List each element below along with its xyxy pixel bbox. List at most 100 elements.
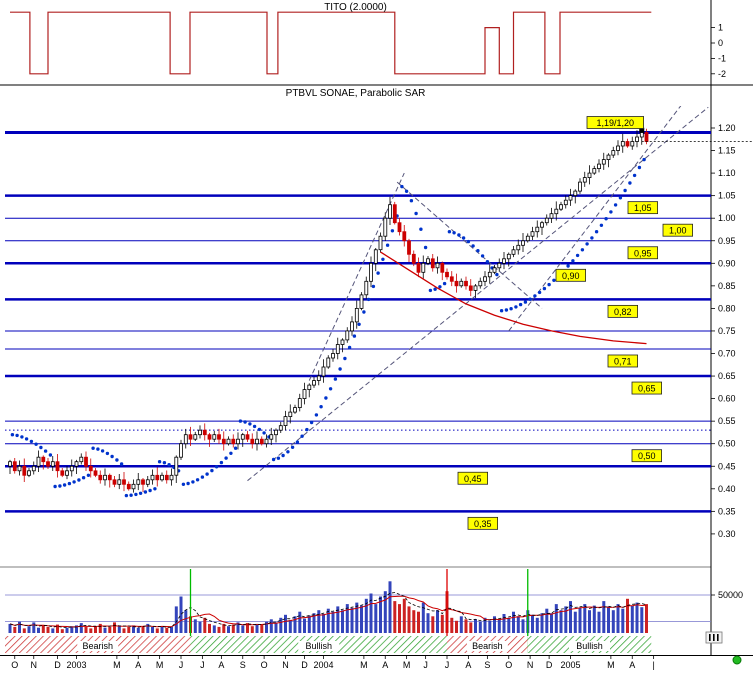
status-dot xyxy=(732,655,742,665)
price-tick-label: 0.35 xyxy=(718,506,736,516)
price-tick-label: 0.50 xyxy=(718,439,736,449)
time-tick-label: D xyxy=(301,660,308,670)
time-tick-label: A xyxy=(218,660,224,670)
price-level-label-text: 1,05 xyxy=(634,203,652,213)
panel-frame xyxy=(0,0,753,656)
tito-panel-title: TITO (2.0000) xyxy=(324,2,387,13)
price-tick-label: 0.90 xyxy=(718,258,736,268)
price-level-label xyxy=(457,471,489,485)
time-tick-label: M xyxy=(403,660,411,670)
regime-label: Bearish xyxy=(472,641,503,651)
tito-indicator-line xyxy=(10,11,652,75)
time-tick-label: O xyxy=(505,660,512,670)
price-level-label-text: 0,65 xyxy=(638,384,656,394)
price-level-label xyxy=(555,268,587,282)
time-tick-label: J xyxy=(445,660,450,670)
price-tick-label: 0.60 xyxy=(718,394,736,404)
volume-ma-dashed xyxy=(9,592,647,628)
price-tick-label: 1.20 xyxy=(718,123,736,133)
moving-average-line xyxy=(380,251,647,345)
trendline xyxy=(308,172,405,381)
price-tick-label: 0.95 xyxy=(718,236,736,246)
price-tick-label: 0.55 xyxy=(718,416,736,426)
price-level-label xyxy=(627,246,659,260)
trendline xyxy=(396,181,543,309)
time-tick-label: N xyxy=(527,660,534,670)
time-tick-label: | xyxy=(652,660,654,670)
price-level-labels: 1,19/1,20 1,05 1,00 0,95 0,90 0,82 0,71 0,65 0,5… xyxy=(457,116,694,530)
time-tick-label: S xyxy=(484,660,490,670)
trendlines xyxy=(247,106,709,482)
regime-label: Bullish xyxy=(576,641,603,651)
time-tick-label: 2004 xyxy=(313,660,333,670)
price-axis: 1.20 1.15 1.10 1.05 1.00 0.95 0.90 0.85 0.80 0.75… xyxy=(711,123,736,539)
time-tick-label: A xyxy=(629,660,635,670)
time-tick-label: N xyxy=(31,660,38,670)
tito-tick-label: -2 xyxy=(718,69,726,79)
decorations xyxy=(705,631,742,665)
regime-label: Bullish xyxy=(305,641,332,651)
tito-tick-label: 0 xyxy=(718,38,723,48)
price-level-label xyxy=(627,201,659,215)
time-tick-label: J xyxy=(200,660,205,670)
price-tick-label: 1.05 xyxy=(718,191,736,201)
time-axis: O N D 2003 M A M J J A S O N D 2004 M A M J J A S O N D 2005 M A | xyxy=(11,655,655,670)
price-tick-label: 0.45 xyxy=(718,461,736,471)
time-tick-label: N xyxy=(282,660,289,670)
regime-strip: Bearish Bullish Bearish Bullish xyxy=(5,636,652,653)
price-tick-label: 0.75 xyxy=(718,326,736,336)
price-tick-label: 1.00 xyxy=(718,213,736,223)
tito-tick-label: 1 xyxy=(718,23,723,33)
price-tick-label: 0.65 xyxy=(718,371,736,381)
price-tick-label: 0.80 xyxy=(718,303,736,313)
support-resistance-lines xyxy=(5,131,711,513)
price-level-label-text: 0,82 xyxy=(614,307,632,317)
tito-tick-label: -1 xyxy=(718,53,726,63)
time-tick-label: M xyxy=(607,660,615,670)
price-level-label-text: 0,45 xyxy=(464,474,482,484)
volume-bars xyxy=(8,581,648,633)
time-tick-label: 2003 xyxy=(66,660,86,670)
time-tick-label: A xyxy=(382,660,388,670)
volume-tick-label: 50000 xyxy=(718,590,743,600)
tito-axis: 1 0 -1 -2 xyxy=(711,23,726,79)
regime-label: Bearish xyxy=(82,641,113,651)
price-tick-label: 0.30 xyxy=(718,529,736,539)
time-tick-label: D xyxy=(546,660,553,670)
time-tick-label: J xyxy=(179,660,184,670)
time-tick-label: O xyxy=(11,660,18,670)
time-tick-label: A xyxy=(465,660,471,670)
price-tick-label: 1.15 xyxy=(718,146,736,156)
time-tick-label: S xyxy=(240,660,246,670)
price-level-label xyxy=(607,354,639,368)
time-tick-label: D xyxy=(54,660,61,670)
time-tick-label: A xyxy=(135,660,141,670)
price-level-label-text: 1,19/1,20 xyxy=(597,118,635,128)
time-tick-label: M xyxy=(360,660,368,670)
price-level-label xyxy=(586,116,644,129)
price-level-label-text: 0,90 xyxy=(562,271,580,281)
price-level-label-text: 0,35 xyxy=(474,519,492,529)
price-level-label xyxy=(631,449,663,463)
price-level-label-text: 0,95 xyxy=(634,248,652,258)
price-level-label-text: 1,00 xyxy=(669,226,687,236)
price-tick-label: 1.10 xyxy=(718,168,736,178)
candlestick-series xyxy=(8,128,649,493)
price-level-label xyxy=(467,516,499,530)
price-level-label xyxy=(631,381,663,395)
time-tick-label: O xyxy=(261,660,268,670)
price-tick-label: 0.70 xyxy=(718,349,736,359)
price-level-label xyxy=(607,304,639,318)
price-panel-title: PTBVL SONAE, Parabolic SAR xyxy=(285,88,426,99)
price-tick-label: 0.85 xyxy=(718,281,736,291)
time-tick-label: M xyxy=(156,660,164,670)
parabolic-sar-dots xyxy=(10,157,646,498)
time-tick-label: J xyxy=(423,660,428,670)
trendline xyxy=(247,106,709,482)
time-tick-label: 2005 xyxy=(560,660,580,670)
last-price-marker xyxy=(639,127,645,133)
price-tick-label: 0.40 xyxy=(718,484,736,494)
price-level-label-text: 0,71 xyxy=(614,356,632,366)
